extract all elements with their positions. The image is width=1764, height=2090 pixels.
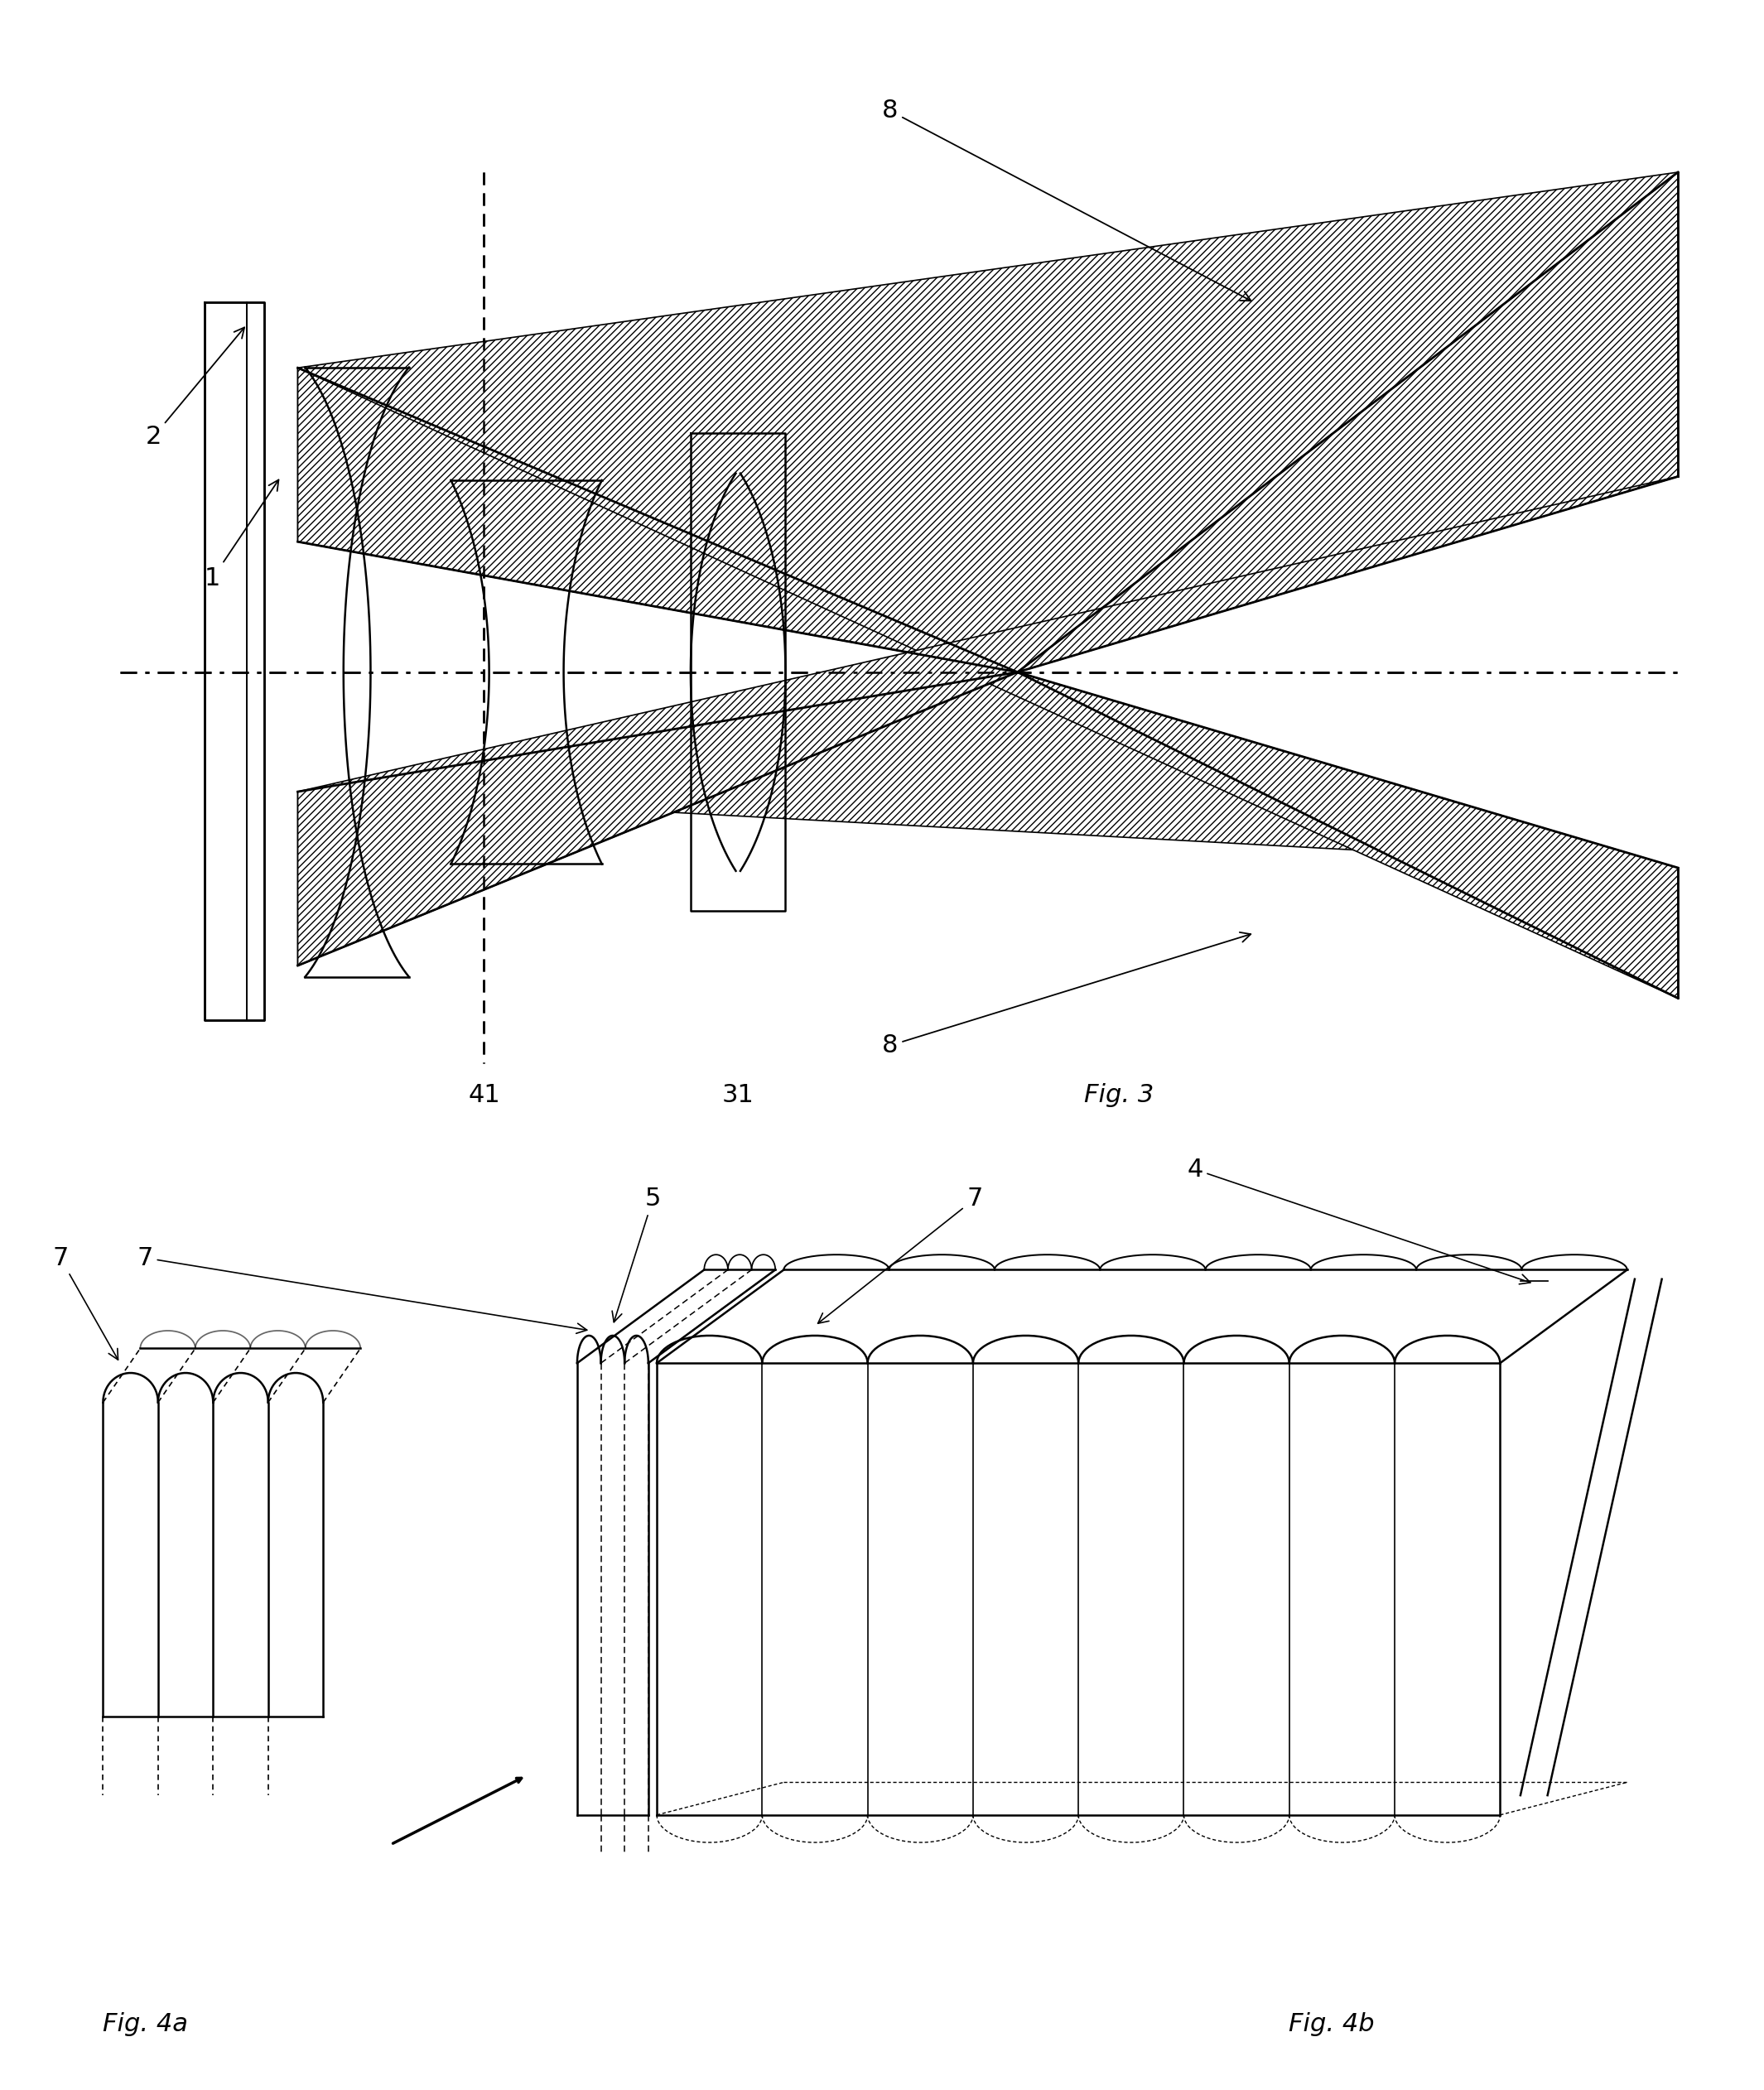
Text: 7: 7 — [138, 1246, 587, 1333]
Text: 7: 7 — [53, 1246, 118, 1361]
Text: 7: 7 — [818, 1187, 983, 1323]
Text: 41: 41 — [467, 1083, 499, 1108]
Text: Fig. 4a: Fig. 4a — [102, 2013, 189, 2036]
Text: Fig. 3: Fig. 3 — [1085, 1083, 1154, 1108]
Text: 8: 8 — [882, 98, 1251, 301]
Text: 2: 2 — [145, 328, 245, 449]
Text: 8: 8 — [882, 932, 1251, 1058]
Text: 31: 31 — [721, 1083, 755, 1108]
Text: 1: 1 — [205, 481, 279, 589]
Text: 5: 5 — [612, 1187, 662, 1323]
Text: Fig. 4b: Fig. 4b — [1288, 2013, 1374, 2036]
Polygon shape — [298, 171, 1678, 966]
Polygon shape — [298, 673, 1678, 999]
Polygon shape — [298, 368, 1678, 999]
Text: 4: 4 — [1187, 1158, 1531, 1283]
Polygon shape — [298, 171, 1678, 673]
